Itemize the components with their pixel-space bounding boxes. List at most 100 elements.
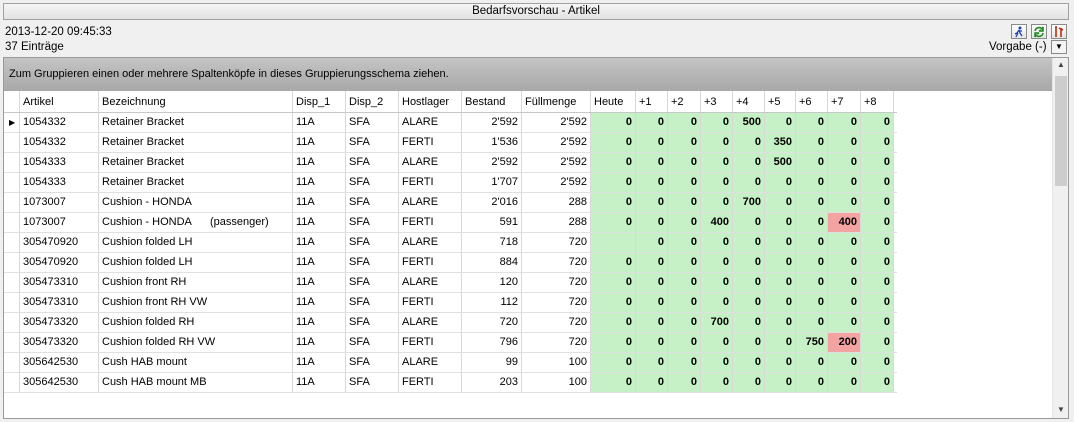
cell-day-8[interactable]: 0 bbox=[861, 313, 894, 332]
cell-day-5[interactable]: 0 bbox=[765, 293, 796, 312]
cell-day-8[interactable]: 0 bbox=[861, 173, 894, 192]
cell-disp1[interactable]: 11A bbox=[293, 373, 346, 392]
column-header[interactable]: +4 bbox=[733, 91, 765, 112]
cell-disp1[interactable]: 11A bbox=[293, 313, 346, 332]
cell-day-6[interactable]: 0 bbox=[796, 233, 828, 252]
cell-day-6[interactable]: 0 bbox=[796, 173, 828, 192]
cell-day-8[interactable]: 0 bbox=[861, 233, 894, 252]
cell-day-0[interactable]: 0 bbox=[591, 353, 636, 372]
column-header[interactable]: +2 bbox=[668, 91, 701, 112]
cell-hostlager[interactable]: ALARE bbox=[399, 233, 462, 252]
cell-day-6[interactable]: 0 bbox=[796, 313, 828, 332]
cell-day-6[interactable]: 0 bbox=[796, 113, 828, 132]
cell-disp2[interactable]: SFA bbox=[346, 233, 399, 252]
cell-day-3[interactable]: 0 bbox=[701, 253, 733, 272]
table-row[interactable]: 305470920 Cushion folded LH 11A SFA FERTI 884… bbox=[4, 253, 897, 273]
cell-bezeichnung[interactable]: Cushion folded LH bbox=[99, 253, 293, 272]
cell-day-0[interactable]: 0 bbox=[591, 373, 636, 392]
cell-fuellmenge[interactable]: 720 bbox=[522, 333, 591, 352]
cell-day-8[interactable]: 0 bbox=[861, 133, 894, 152]
column-header[interactable]: +3 bbox=[701, 91, 733, 112]
cell-artikel[interactable]: 305642530 bbox=[20, 353, 99, 372]
column-header[interactable]: Füllmenge bbox=[522, 91, 591, 112]
cell-artikel[interactable]: 305473320 bbox=[20, 313, 99, 332]
cell-day-2[interactable]: 0 bbox=[668, 193, 701, 212]
cell-day-5[interactable]: 0 bbox=[765, 353, 796, 372]
table-row[interactable]: 1054332 Retainer Bracket 11A SFA FERTI 1'536 2… bbox=[4, 133, 897, 153]
cell-day-2[interactable]: 0 bbox=[668, 373, 701, 392]
cell-bezeichnung[interactable]: Cushion folded RH VW bbox=[99, 333, 293, 352]
cell-day-7[interactable]: 0 bbox=[828, 253, 861, 272]
cell-bestand[interactable]: 720 bbox=[462, 313, 522, 332]
cell-day-1[interactable]: 0 bbox=[636, 293, 668, 312]
cell-day-0[interactable]: 0 bbox=[591, 113, 636, 132]
cell-day-0[interactable]: 0 bbox=[591, 173, 636, 192]
cell-day-0[interactable]: 0 bbox=[591, 153, 636, 172]
cell-day-4[interactable]: 0 bbox=[733, 253, 765, 272]
cell-disp1[interactable]: 11A bbox=[293, 173, 346, 192]
cell-disp2[interactable]: SFA bbox=[346, 153, 399, 172]
cell-day-0[interactable]: 0 bbox=[591, 293, 636, 312]
cell-day-3[interactable]: 0 bbox=[701, 193, 733, 212]
cell-day-6[interactable]: 0 bbox=[796, 193, 828, 212]
cell-bestand[interactable]: 2'016 bbox=[462, 193, 522, 212]
cell-day-1[interactable]: 0 bbox=[636, 173, 668, 192]
cell-bestand[interactable]: 1'707 bbox=[462, 173, 522, 192]
cell-day-8[interactable]: 0 bbox=[861, 373, 894, 392]
cell-fuellmenge[interactable]: 2'592 bbox=[522, 133, 591, 152]
cell-day-2[interactable]: 0 bbox=[668, 253, 701, 272]
cell-disp2[interactable]: SFA bbox=[346, 353, 399, 372]
cell-day-0[interactable]: 0 bbox=[591, 333, 636, 352]
cell-bestand[interactable]: 1'536 bbox=[462, 133, 522, 152]
cell-day-2[interactable]: 0 bbox=[668, 333, 701, 352]
cell-day-5[interactable]: 0 bbox=[765, 193, 796, 212]
table-row[interactable]: 305470920 Cushion folded LH 11A SFA ALARE 718… bbox=[4, 233, 897, 253]
cell-artikel[interactable]: 1054332 bbox=[20, 133, 99, 152]
cell-day-2[interactable]: 0 bbox=[668, 113, 701, 132]
cell-fuellmenge[interactable]: 100 bbox=[522, 373, 591, 392]
cell-hostlager[interactable]: ALARE bbox=[399, 273, 462, 292]
cell-day-0[interactable]: 0 bbox=[591, 253, 636, 272]
cell-hostlager[interactable]: FERTI bbox=[399, 293, 462, 312]
cell-disp1[interactable]: 11A bbox=[293, 113, 346, 132]
table-row[interactable]: 305642530 Cush HAB mount MB 11A SFA FERTI 203… bbox=[4, 373, 897, 393]
column-header[interactable]: +6 bbox=[796, 91, 828, 112]
cell-day-2[interactable]: 0 bbox=[668, 133, 701, 152]
cell-day-5[interactable]: 0 bbox=[765, 213, 796, 232]
cell-bezeichnung[interactable]: Cushion folded RH bbox=[99, 313, 293, 332]
cell-disp2[interactable]: SFA bbox=[346, 173, 399, 192]
cell-fuellmenge[interactable]: 2'592 bbox=[522, 173, 591, 192]
scroll-up-icon[interactable]: ▲ bbox=[1057, 60, 1065, 69]
cell-bezeichnung[interactable]: Retainer Bracket bbox=[99, 133, 293, 152]
cell-fuellmenge[interactable]: 2'592 bbox=[522, 113, 591, 132]
table-row[interactable]: 1054333 Retainer Bracket 11A SFA ALARE 2'592 2… bbox=[4, 153, 897, 173]
cell-fuellmenge[interactable]: 100 bbox=[522, 353, 591, 372]
cell-day-5[interactable]: 0 bbox=[765, 273, 796, 292]
cell-day-4[interactable]: 0 bbox=[733, 213, 765, 232]
column-header[interactable]: +1 bbox=[636, 91, 668, 112]
cell-day-8[interactable]: 0 bbox=[861, 273, 894, 292]
column-header[interactable]: +5 bbox=[765, 91, 796, 112]
cell-artikel[interactable]: 1054332 bbox=[20, 113, 99, 132]
cell-disp1[interactable]: 11A bbox=[293, 153, 346, 172]
cell-disp1[interactable]: 11A bbox=[293, 333, 346, 352]
cell-day-6[interactable]: 0 bbox=[796, 273, 828, 292]
cell-day-8[interactable]: 0 bbox=[861, 293, 894, 312]
cell-bezeichnung[interactable]: Cush HAB mount bbox=[99, 353, 293, 372]
group-panel[interactable]: Zum Gruppieren einen oder mehrere Spalte… bbox=[4, 58, 1052, 91]
cell-day-4[interactable]: 0 bbox=[733, 133, 765, 152]
cell-day-6[interactable]: 0 bbox=[796, 253, 828, 272]
cell-day-5[interactable]: 0 bbox=[765, 373, 796, 392]
cell-day-8[interactable]: 0 bbox=[861, 153, 894, 172]
cell-disp1[interactable]: 11A bbox=[293, 253, 346, 272]
cell-day-7[interactable]: 0 bbox=[828, 273, 861, 292]
cell-day-8[interactable]: 0 bbox=[861, 193, 894, 212]
cell-day-0[interactable]: 0 bbox=[591, 213, 636, 232]
cell-disp2[interactable]: SFA bbox=[346, 193, 399, 212]
cell-day-2[interactable]: 0 bbox=[668, 293, 701, 312]
cell-disp1[interactable]: 11A bbox=[293, 273, 346, 292]
cell-day-3[interactable]: 0 bbox=[701, 373, 733, 392]
cell-day-7[interactable]: 0 bbox=[828, 193, 861, 212]
cell-fuellmenge[interactable]: 720 bbox=[522, 293, 591, 312]
cell-hostlager[interactable]: ALARE bbox=[399, 313, 462, 332]
